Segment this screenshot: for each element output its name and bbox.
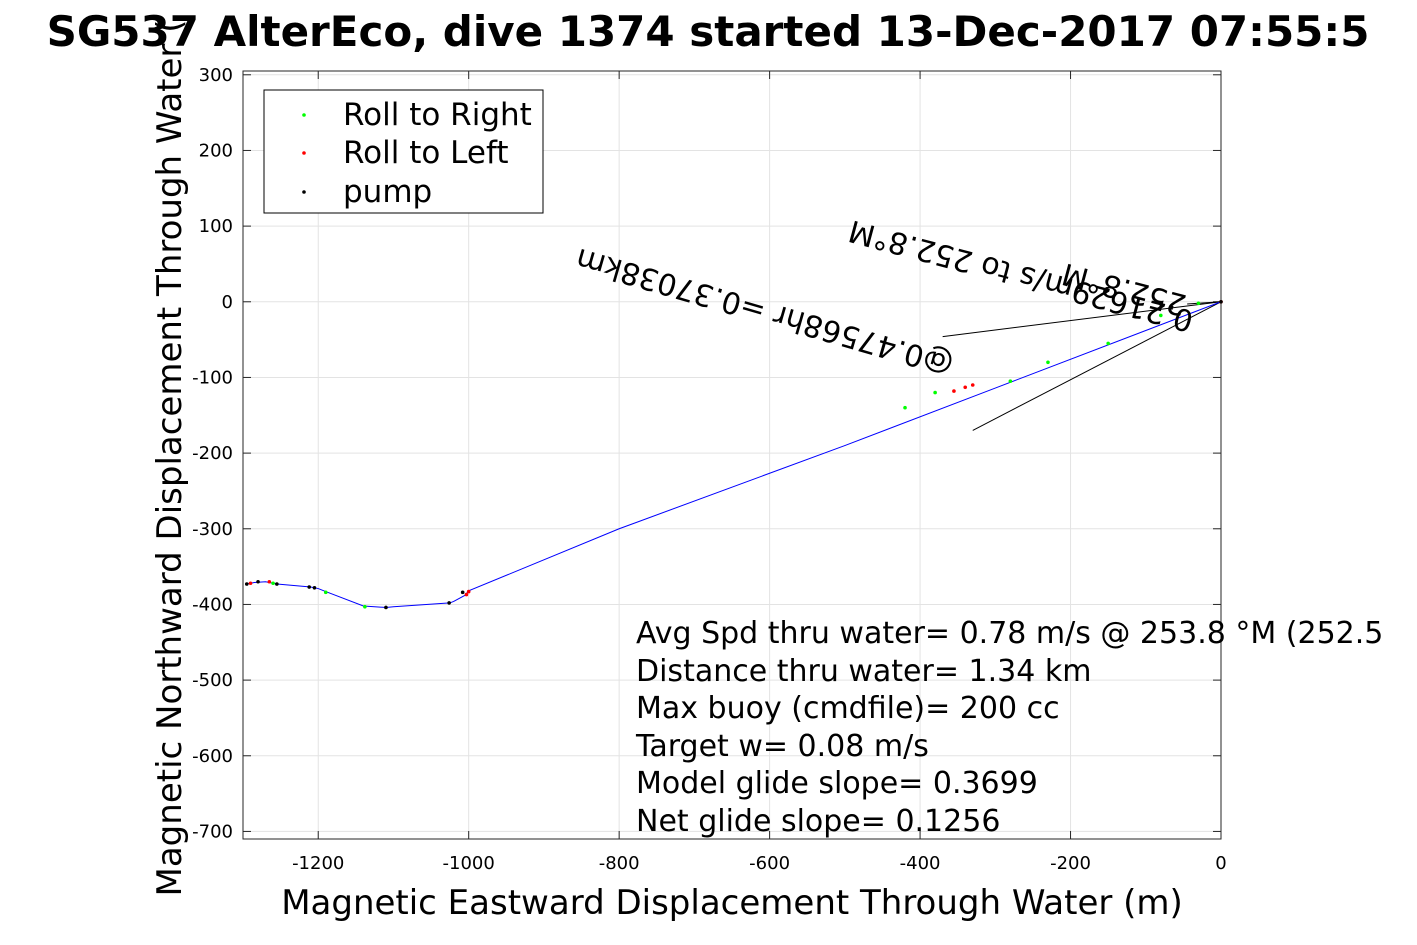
axis-ticks: -1200 -1000 -800 -600 -400 -200 0 300 200 100 0 -10… bbox=[192, 65, 1227, 874]
dive-track-line bbox=[246, 301, 1222, 608]
x-tick-label: -200 bbox=[1050, 853, 1091, 874]
y-tick-label: -100 bbox=[192, 367, 233, 388]
y-tick-label: -300 bbox=[192, 519, 233, 540]
pump-point bbox=[307, 585, 312, 589]
roll-left-point bbox=[952, 389, 956, 393]
roll-right-point bbox=[1159, 313, 1163, 318]
annotation-model-glide: Model glide slope= 0.3699 bbox=[636, 766, 1038, 801]
marker-points bbox=[244, 299, 1223, 610]
legend-box bbox=[263, 89, 544, 214]
x-tick-label: -1200 bbox=[292, 853, 344, 874]
roll-left-point bbox=[248, 581, 253, 586]
roll-left-point bbox=[466, 589, 471, 594]
track-layer bbox=[246, 301, 1222, 608]
roll-right-point bbox=[933, 390, 937, 395]
roll-right-point bbox=[1106, 341, 1110, 346]
pump-point bbox=[384, 605, 388, 610]
chart-title: SG537 AlterEco, dive 1374 started 13-Dec… bbox=[47, 7, 1370, 56]
roll-left-point bbox=[464, 592, 469, 597]
roll-right-point bbox=[1196, 301, 1201, 306]
legend: Roll to Right Roll to Left pump bbox=[263, 89, 544, 214]
x-tick-label: -1000 bbox=[443, 853, 495, 874]
y-axis-title: Magnetic Northward Displacement Through … bbox=[150, 20, 190, 897]
current-vector-line bbox=[942, 301, 1222, 338]
annotation-net-glide: Net glide slope= 0.1256 bbox=[636, 804, 1000, 839]
y-tick-label: -700 bbox=[192, 821, 233, 842]
legend-label-roll-left: Roll to Left bbox=[343, 135, 509, 171]
pump-point bbox=[312, 585, 317, 590]
stats-annotation: Avg Spd thru water= 0.78 m/s @ 253.8 °M … bbox=[635, 616, 1383, 839]
x-axis-title: Magnetic Eastward Displacement Through W… bbox=[281, 883, 1183, 923]
x-tick-label: -800 bbox=[599, 853, 640, 874]
x-tick-label: -600 bbox=[749, 853, 790, 874]
annotation-avg-speed: Avg Spd thru water= 0.78 m/s @ 253.8 °M … bbox=[636, 616, 1383, 651]
roll-left-point bbox=[963, 385, 968, 390]
pump-point bbox=[460, 590, 465, 595]
pump-point bbox=[1219, 299, 1223, 304]
x-tick-label: 0 bbox=[1215, 853, 1226, 874]
y-tick-label: -200 bbox=[192, 443, 233, 464]
y-tick-label: 100 bbox=[199, 216, 233, 237]
roll-right-point bbox=[903, 405, 907, 410]
legend-marker-roll-right bbox=[302, 113, 306, 117]
plot-area-frame bbox=[242, 70, 1222, 840]
legend-label-pump: pump bbox=[343, 174, 432, 210]
y-tick-label: -500 bbox=[192, 670, 233, 691]
pump-point bbox=[275, 582, 279, 586]
vector-label-speed: 0.21629m/s to 252.8°M bbox=[845, 212, 1197, 338]
roll-right-point bbox=[271, 581, 275, 586]
current-vector-line bbox=[1187, 301, 1222, 305]
grid-lines bbox=[243, 71, 1222, 839]
legend-marker-pump bbox=[302, 190, 306, 194]
x-tick-label: -400 bbox=[900, 853, 941, 874]
pump-point bbox=[447, 601, 451, 605]
pump-point bbox=[256, 579, 260, 584]
y-tick-label: -600 bbox=[192, 746, 233, 767]
roll-right-point bbox=[323, 590, 328, 595]
annotation-target-w: Target w= 0.08 m/s bbox=[635, 729, 929, 764]
roll-right-point bbox=[363, 604, 367, 609]
legend-label-roll-right: Roll to Right bbox=[343, 97, 532, 133]
y-tick-label: 0 bbox=[222, 292, 233, 313]
annotation-max-buoy: Max buoy (cmdfile)= 200 cc bbox=[636, 691, 1060, 726]
y-tick-label: -400 bbox=[192, 594, 233, 615]
pump-point bbox=[244, 582, 249, 586]
vector-label-duration: @0.47568hr =0.37038km bbox=[572, 241, 957, 382]
legend-marker-roll-left bbox=[302, 151, 306, 155]
y-tick-label: 300 bbox=[199, 65, 233, 86]
roll-left-point bbox=[970, 383, 975, 387]
roll-right-point bbox=[1046, 360, 1050, 365]
roll-left-point bbox=[267, 579, 272, 584]
current-vector-line bbox=[972, 301, 1222, 431]
y-tick-label: 200 bbox=[199, 140, 233, 161]
roll-right-point bbox=[1008, 379, 1013, 384]
current-vector-lines bbox=[942, 301, 1222, 431]
annotation-distance: Distance thru water= 1.34 km bbox=[636, 654, 1091, 689]
